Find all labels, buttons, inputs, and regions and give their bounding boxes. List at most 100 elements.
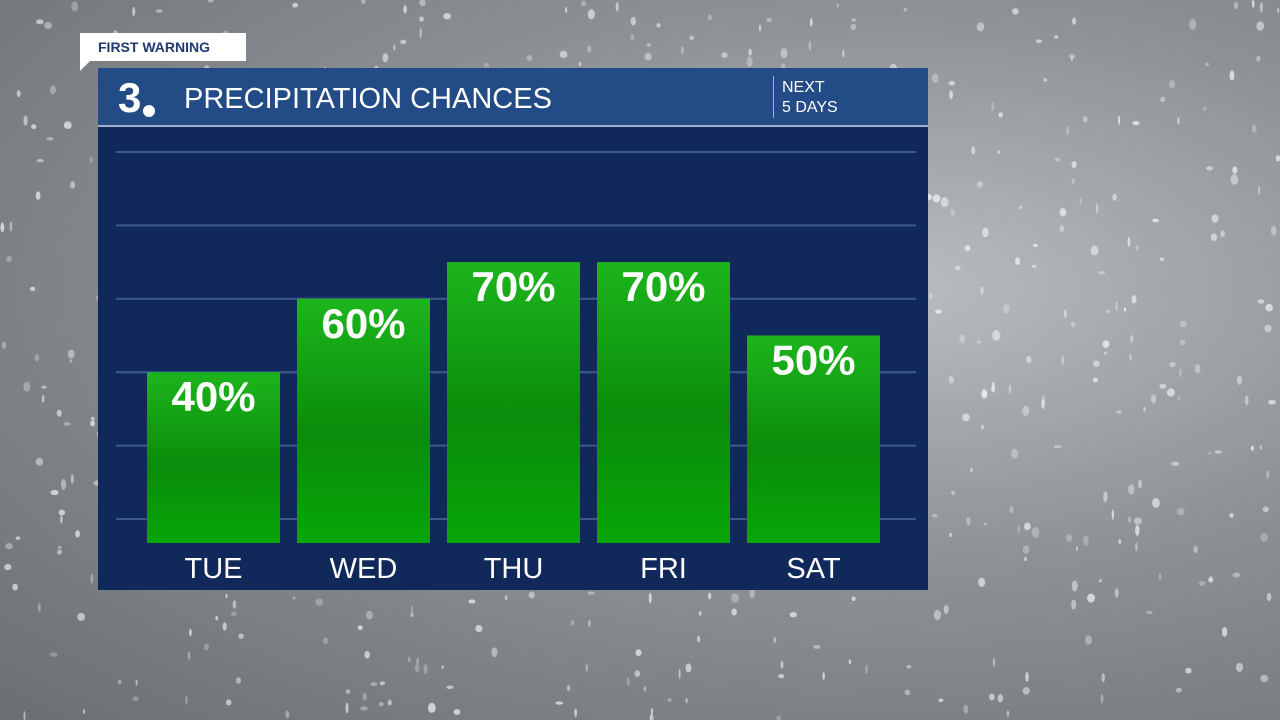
rain-drop bbox=[1169, 361, 1176, 368]
rain-drop bbox=[132, 696, 139, 702]
rain-drop bbox=[969, 467, 973, 473]
rain-drop bbox=[443, 13, 452, 20]
rain-drop bbox=[12, 583, 18, 591]
rain-drop bbox=[627, 677, 630, 687]
rain-drop bbox=[681, 46, 684, 55]
rain-drop bbox=[1179, 368, 1182, 378]
data-label: 70% bbox=[471, 263, 555, 310]
rain-drop bbox=[400, 39, 407, 45]
rain-drop bbox=[976, 22, 985, 32]
data-label: 60% bbox=[321, 300, 405, 347]
rain-drop bbox=[1251, 124, 1257, 133]
rain-drop bbox=[1221, 626, 1228, 637]
rain-drop bbox=[423, 663, 428, 675]
rain-drop bbox=[37, 603, 41, 612]
rain-drop bbox=[292, 596, 296, 600]
rain-drop bbox=[60, 515, 63, 524]
rain-drop bbox=[1066, 126, 1070, 136]
rain-drop bbox=[70, 474, 74, 484]
rain-drop bbox=[419, 0, 426, 7]
rain-drop bbox=[1160, 96, 1166, 103]
rain-drop bbox=[1270, 225, 1277, 236]
rain-drop bbox=[615, 1, 619, 12]
x-tick-label: SAT bbox=[786, 553, 841, 585]
rain-drop bbox=[1135, 542, 1138, 552]
rain-drop bbox=[559, 50, 568, 59]
rain-drop bbox=[1090, 245, 1099, 256]
rain-drop bbox=[1071, 161, 1077, 169]
rain-drop bbox=[1102, 340, 1110, 348]
period-label: NEXT 5 DAYS bbox=[782, 78, 838, 118]
rain-drop bbox=[504, 594, 508, 601]
rain-drop bbox=[959, 334, 966, 344]
rain-drop bbox=[1232, 166, 1238, 174]
rain-drop bbox=[567, 684, 571, 692]
bar-chart: 40% TUE 60% WED 70% THU 70% FRI 50% SAT bbox=[116, 151, 916, 585]
rain-drop bbox=[36, 159, 44, 163]
rain-drop bbox=[992, 330, 1001, 341]
rain-drop bbox=[1128, 516, 1131, 523]
rain-drop bbox=[5, 543, 13, 550]
rain-drop bbox=[4, 563, 12, 571]
rain-drop bbox=[949, 90, 953, 100]
rain-drop bbox=[971, 146, 976, 155]
rain-drop bbox=[41, 394, 45, 403]
rain-drop bbox=[57, 545, 62, 550]
rain-drop bbox=[1256, 21, 1265, 31]
rain-drop bbox=[1017, 525, 1020, 534]
rain-drop bbox=[70, 181, 76, 189]
rain-drop bbox=[1266, 470, 1270, 479]
rain-drop bbox=[9, 221, 13, 232]
rain-drop bbox=[731, 593, 739, 603]
rain-drop bbox=[1098, 271, 1106, 275]
rain-drop bbox=[419, 16, 424, 22]
rain-drop bbox=[60, 479, 67, 491]
rain-drop bbox=[1024, 522, 1031, 531]
rain-drop bbox=[1031, 527, 1040, 538]
rain-drop bbox=[388, 699, 392, 703]
rain-drop bbox=[1177, 396, 1181, 401]
rain-drop bbox=[1003, 304, 1010, 314]
rain-drop bbox=[976, 340, 982, 344]
rain-drop bbox=[574, 708, 578, 718]
rain-drop bbox=[46, 137, 54, 141]
rain-drop bbox=[1138, 479, 1143, 489]
bar-wed bbox=[297, 298, 430, 543]
rain-drop bbox=[1015, 257, 1021, 266]
rain-drop bbox=[71, 1, 79, 12]
rain-drop bbox=[58, 509, 66, 516]
rain-drop bbox=[649, 713, 654, 720]
rain-drop bbox=[851, 18, 857, 22]
rain-drop bbox=[1071, 580, 1078, 592]
rain-drop bbox=[644, 52, 652, 61]
rain-drop bbox=[1115, 301, 1118, 311]
rain-drop bbox=[1266, 592, 1272, 602]
cbs-eye-icon bbox=[142, 104, 156, 118]
rain-drop bbox=[1259, 2, 1263, 13]
rain-drop bbox=[1176, 117, 1180, 125]
rain-drop bbox=[40, 385, 47, 389]
rain-drop bbox=[1111, 509, 1115, 520]
rain-drop bbox=[23, 115, 28, 126]
rain-drop bbox=[991, 385, 996, 393]
rain-drop bbox=[933, 609, 941, 621]
rain-drop bbox=[364, 650, 370, 659]
rain-drop bbox=[1128, 484, 1135, 495]
rain-drop bbox=[414, 663, 420, 673]
rain-drop bbox=[132, 6, 136, 17]
rain-drop bbox=[1092, 360, 1100, 367]
rain-drop bbox=[565, 6, 568, 14]
rain-drop bbox=[904, 689, 911, 696]
rain-drop bbox=[90, 420, 96, 427]
rain-drop bbox=[1032, 243, 1039, 247]
rain-drop bbox=[475, 624, 483, 633]
rain-drop bbox=[528, 591, 535, 599]
rain-drop bbox=[1068, 53, 1076, 59]
rain-drop bbox=[427, 702, 436, 713]
rain-drop bbox=[1185, 667, 1192, 674]
rain-drop bbox=[1129, 334, 1134, 343]
rain-drop bbox=[989, 693, 995, 701]
rain-drop bbox=[1179, 320, 1188, 328]
rain-drop bbox=[57, 549, 63, 555]
first-warning-badge: FIRST WARNING bbox=[80, 33, 246, 71]
